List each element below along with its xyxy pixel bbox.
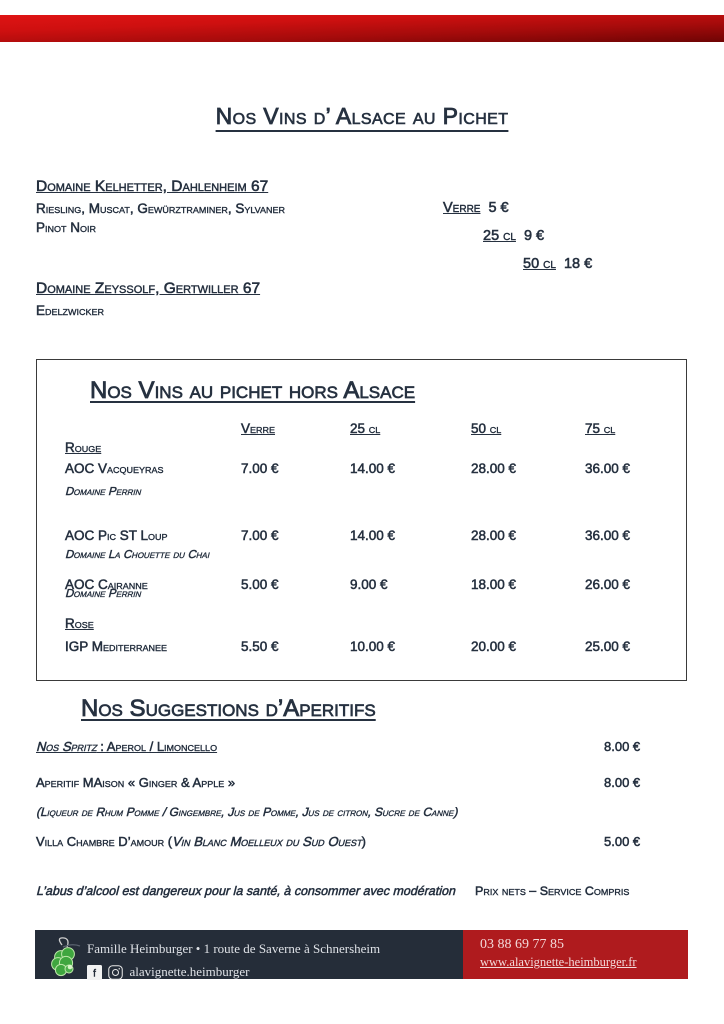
svg-text:f: f bbox=[92, 968, 96, 979]
